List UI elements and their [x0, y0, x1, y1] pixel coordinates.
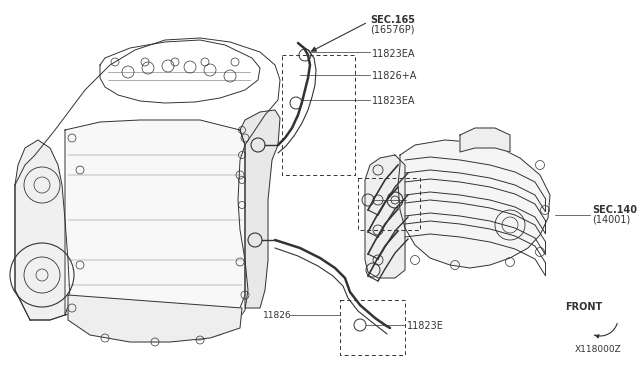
Polygon shape	[398, 140, 550, 268]
Polygon shape	[365, 155, 405, 278]
Text: (14001): (14001)	[592, 215, 630, 225]
Text: X118000Z: X118000Z	[575, 345, 621, 354]
Text: FRONT: FRONT	[565, 302, 602, 312]
Text: 11823E: 11823E	[408, 196, 445, 206]
Text: 11823E: 11823E	[407, 321, 444, 331]
Text: 11823EA: 11823EA	[372, 96, 415, 106]
Text: (16576P): (16576P)	[370, 24, 415, 34]
Polygon shape	[460, 128, 510, 152]
Text: SEC.140: SEC.140	[592, 205, 637, 215]
Polygon shape	[240, 110, 280, 308]
Text: 11826: 11826	[264, 311, 292, 320]
Text: 11826+A: 11826+A	[372, 71, 417, 81]
Text: SEC.165: SEC.165	[370, 15, 415, 25]
Polygon shape	[15, 140, 70, 320]
Text: 11823EA: 11823EA	[372, 49, 415, 59]
Polygon shape	[68, 295, 242, 342]
Polygon shape	[100, 40, 260, 103]
Polygon shape	[65, 120, 245, 315]
